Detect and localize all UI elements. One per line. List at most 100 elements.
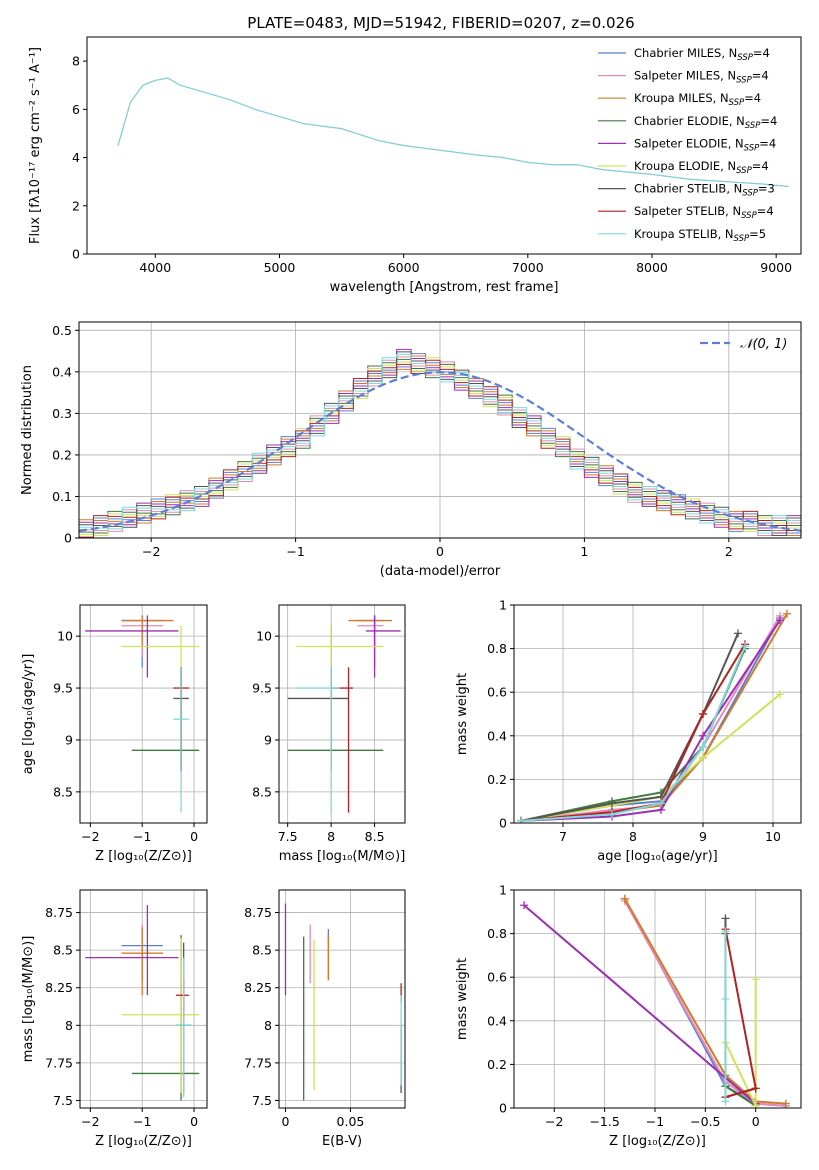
weight-marker [783, 609, 791, 618]
legend-entry: Chabrier MILES, NSSP=4 [634, 46, 770, 63]
panel-mass-vs-ebv: 0 0.05 7.5 7.75 8 8.25 8.5 8.75 E(B-V) [244, 889, 406, 1149]
y-tick-label: 10 [256, 629, 272, 644]
y-tick-label: 7.5 [252, 1093, 272, 1108]
weight-marker [699, 742, 707, 751]
legend-sub: SSP [741, 211, 757, 221]
x-tick-label: 2 [725, 544, 733, 559]
histogram-7 [79, 359, 801, 538]
x-tick-label: 0 [282, 1114, 290, 1129]
legend-suffix: =4 [752, 159, 769, 173]
x-tick-label: 1 [580, 544, 588, 559]
legend-suffix: =4 [760, 114, 777, 128]
legend-entry: Chabrier ELODIE, NSSP=4 [634, 114, 777, 131]
weight-marker [699, 753, 707, 762]
y-tick-label: 9.5 [252, 681, 272, 696]
panel-weight-vs-age: 7 8 9 10 0 0.2 0.4 0.6 0.8 1 age [log₁₀(age/yr)] ma… [455, 598, 802, 864]
weight-marker [721, 914, 730, 923]
legend-label: Kroupa MILES, N [634, 91, 729, 105]
panel-residuals: −2 −1 0 1 2 0 0.1 0.2 0.3 0.4 0.5 (data-model)/erro… [20, 321, 802, 579]
y-tick-label: 0.4 [487, 1013, 507, 1028]
y-tick-label: 10 [57, 629, 73, 644]
legend-suffix: =4 [759, 136, 776, 150]
plot-area [117, 77, 789, 188]
x-tick-label: −1 [133, 829, 151, 844]
x-tick-label: −2 [545, 1114, 563, 1129]
legend-entry: Salpeter STELIB, NSSP=4 [634, 204, 774, 221]
x-tick-label: −1 [133, 1114, 151, 1129]
x-tick-label: 7.5 [278, 829, 298, 844]
panel-weight-vs-z: −2 −1.5 −1 −0.5 0 0 0.2 0.4 0.6 0.8 1 Z [log₁₀(Z/Z⊙… [455, 883, 802, 1149]
panel-age-vs-mass: 7.5 8 8.5 8.5 9 9.5 10 mass [log₁₀(M/M⊙)] [252, 604, 406, 864]
legend-suffix: =4 [744, 91, 761, 105]
plot-area [287, 615, 401, 813]
weight-marker [781, 1099, 790, 1108]
y-tick-label: 8.5 [252, 784, 272, 799]
x-axis-label: Z [log₁₀(Z/Z⊙)] [609, 1134, 706, 1149]
x-axis-label: (data-model)/error [380, 564, 501, 579]
x-tick-label: 7000 [512, 260, 544, 275]
y-axis-label: Flux [fλ10⁻¹⁷ erg cm⁻² s⁻¹ A⁻¹] [28, 47, 43, 244]
y-axis-label: Normed distribution [20, 365, 35, 495]
legend-label: Kroupa STELIB, N [634, 227, 734, 241]
weight-marker [699, 731, 707, 740]
legend-suffix: =5 [749, 227, 766, 241]
weight-line-4 [523, 904, 757, 1105]
y-tick-label: 8.5 [252, 943, 272, 958]
y-tick-label: 0.2 [487, 772, 507, 787]
y-tick-label: 0.2 [52, 447, 72, 462]
x-tick-label: 7 [559, 829, 567, 844]
y-tick-label: 1 [499, 598, 507, 613]
x-tick-label: −1 [286, 544, 304, 559]
legend-entry: Salpeter MILES, NSSP=4 [634, 69, 769, 86]
weight-marker [751, 1101, 760, 1108]
weight-marker [776, 616, 784, 625]
y-tick-label: 0.6 [487, 970, 507, 985]
y-tick-label: 1 [499, 883, 507, 898]
legend-sub: SSP [742, 189, 758, 199]
axes-frame [513, 889, 802, 1109]
x-tick-label: 9 [699, 829, 707, 844]
histogram-8 [79, 353, 801, 534]
x-tick-label: −1 [646, 1114, 664, 1129]
legend: Chabrier MILES, NSSP=4 Salpeter MILES, NS… [598, 46, 777, 244]
legend-sub: SSP [736, 76, 752, 86]
spectrum-line-model [117, 77, 789, 188]
y-tick-label: 8 [72, 54, 80, 69]
legend-suffix: =4 [752, 69, 769, 83]
legend-label: Salpeter ELODIE, N [634, 136, 744, 150]
axes-frame [513, 604, 802, 824]
y-tick-label: 9 [264, 732, 272, 747]
y-tick-label: 0.6 [487, 685, 507, 700]
axes-frame [278, 889, 406, 1109]
x-tick-label: 8.5 [365, 829, 385, 844]
y-axis-label: mass weight [455, 673, 470, 755]
plot-area [520, 894, 790, 1108]
x-axis-label: age [log₁₀(age/yr)] [597, 849, 718, 864]
legend-sub: SSP [736, 166, 752, 176]
x-tick-label: 0 [190, 829, 198, 844]
y-axis-label: mass weight [455, 958, 470, 1040]
legend-suffix: =4 [753, 46, 770, 60]
plot-area [85, 615, 200, 813]
legend-label: Chabrier ELODIE, N [634, 114, 745, 128]
axes-frame [78, 321, 802, 539]
plot-area [79, 348, 801, 538]
weight-marker [734, 629, 742, 638]
y-tick-label: 9.5 [53, 681, 73, 696]
legend-label: Chabrier STELIB, N [634, 182, 742, 196]
y-tick-label: 0.8 [487, 641, 507, 656]
y-tick-label: 8.75 [244, 905, 272, 920]
panel-spectrum: 4000 5000 6000 7000 8000 9000 0 2 4 6 8 wavelength … [28, 36, 802, 295]
legend-sub: SSP [729, 98, 745, 108]
weight-line-2 [623, 898, 786, 1105]
axes-frame [86, 36, 802, 255]
x-tick-label: 4000 [139, 260, 171, 275]
x-tick-label: −2 [142, 544, 160, 559]
x-tick-label: 0.05 [337, 1114, 365, 1129]
weight-marker [721, 995, 730, 1003]
weight-marker [721, 927, 730, 936]
legend-label: Salpeter STELIB, N [634, 204, 741, 218]
x-axis-label: mass [log₁₀(M/M⊙)] [279, 849, 406, 864]
plot-area [85, 905, 200, 1101]
